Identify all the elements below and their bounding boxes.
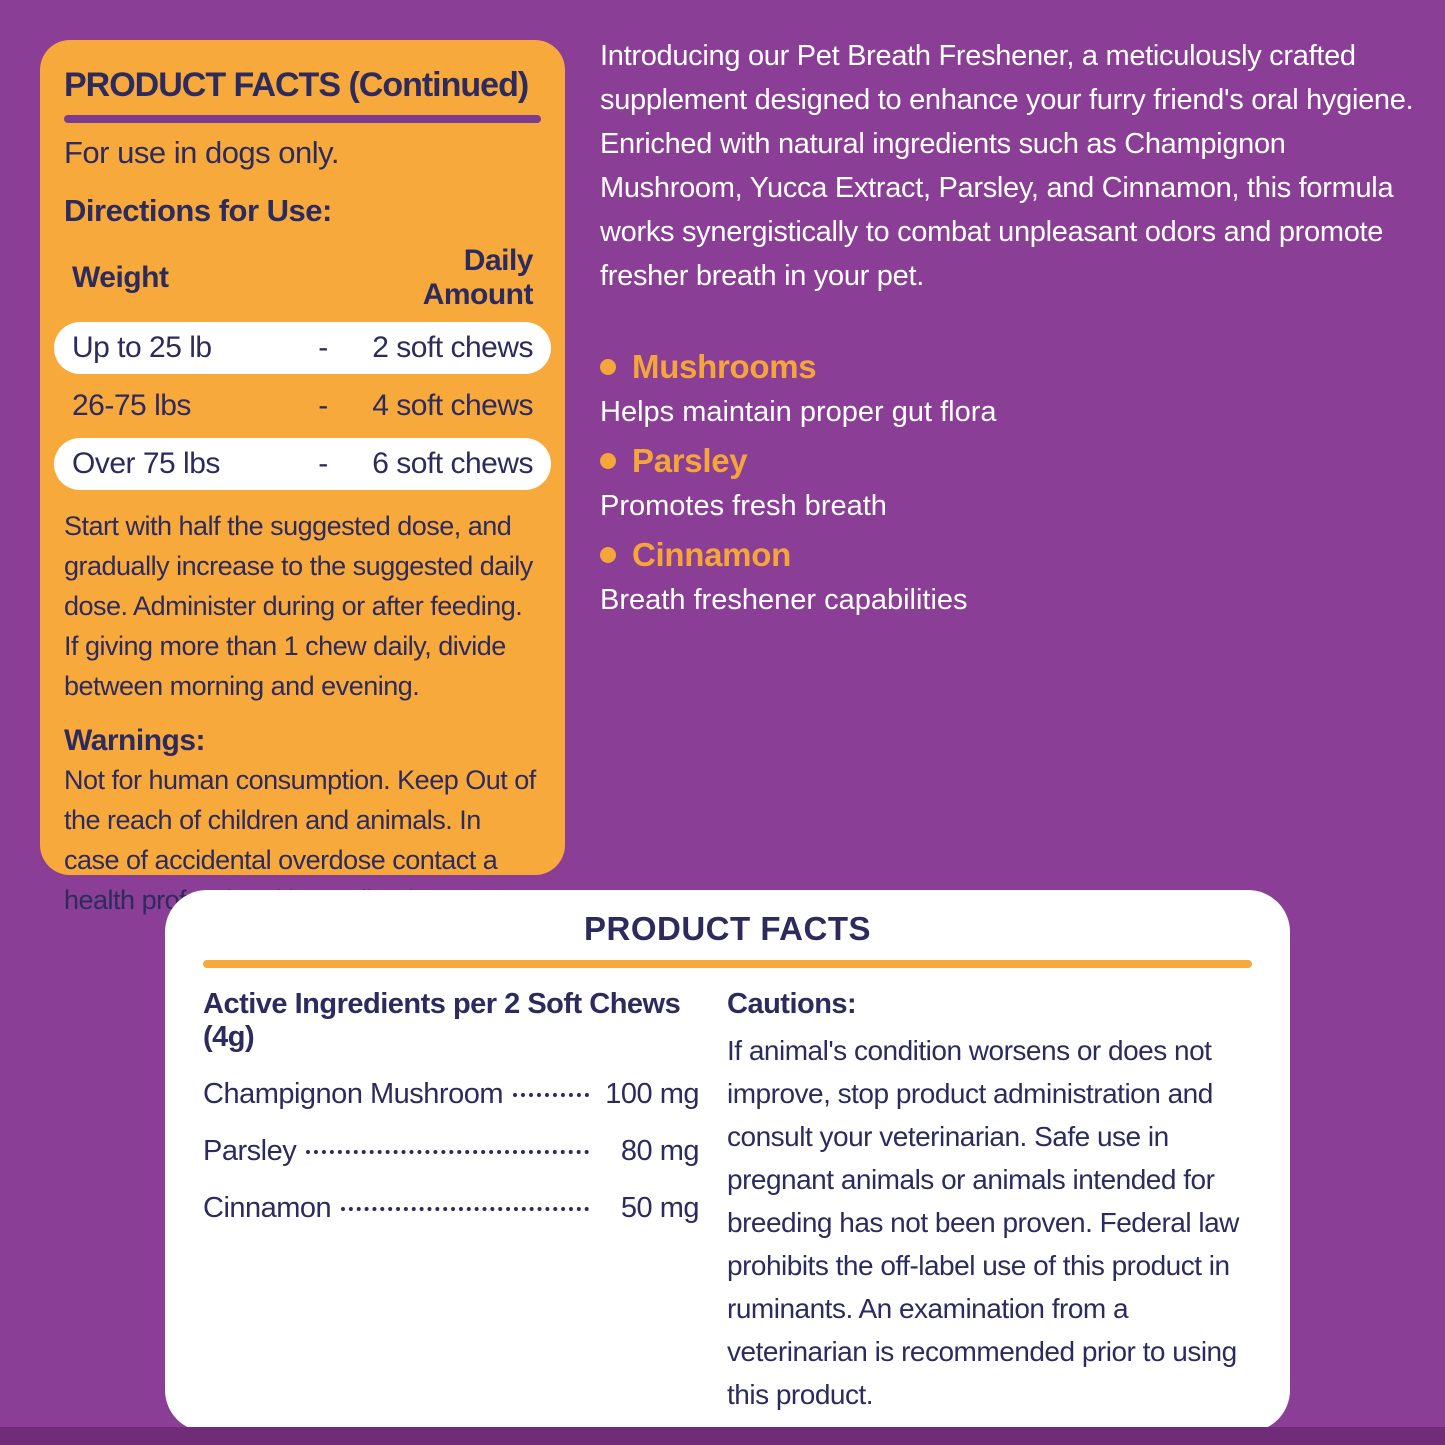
dotted-leader [306, 1150, 589, 1154]
ingredient-amount: 50 mg [620, 1192, 700, 1224]
cautions-title: Cautions: [727, 988, 857, 1020]
benefit-cinnamon: Cinnamon Breath freshener capabilities [600, 532, 1430, 622]
directions-title: Directions for Use: [64, 193, 332, 228]
dose-dash: - [318, 389, 328, 422]
benefit-heading: Cinnamon [600, 532, 1430, 578]
purple-divider [64, 115, 541, 123]
cautions-column: Cautions: If animal's condition worsens … [727, 988, 1252, 1416]
dosing-table-header: Weight Daily Amount [54, 239, 551, 322]
ingredient-amount: 80 mg [620, 1135, 700, 1167]
benefit-name: Parsley [632, 442, 748, 479]
ingredient-name: Champignon Mushroom [203, 1078, 503, 1110]
warnings-title: Warnings: [64, 724, 206, 757]
product-facts-panel: PRODUCT FACTS Active Ingredients per 2 S… [165, 890, 1290, 1440]
dosing-table: Weight Daily Amount Up to 25 lb - 2 soft… [54, 239, 551, 490]
active-ingredient-row: Cinnamon 50 mg [203, 1192, 700, 1225]
benefit-name: Mushrooms [632, 348, 817, 385]
bullet-icon [600, 359, 616, 375]
dose-weight: Over 75 lbs [72, 447, 220, 480]
benefit-mushrooms: Mushrooms Helps maintain proper gut flor… [600, 344, 1430, 434]
for-use-text: For use in dogs only. [64, 135, 339, 170]
benefits-list: Mushrooms Helps maintain proper gut flor… [600, 344, 1430, 622]
orange-divider-top [203, 960, 1252, 968]
benefit-description: Helps maintain proper gut flora [600, 396, 997, 428]
ingredient-name: Cinnamon [203, 1192, 332, 1224]
benefit-name: Cinnamon [632, 536, 791, 573]
dose-amount: 2 soft chews [372, 331, 533, 364]
dose-row-over-75: Over 75 lbs - 6 soft chews [54, 438, 551, 490]
dose-weight: 26-75 lbs [72, 389, 191, 422]
dose-amount: 4 soft chews [372, 389, 533, 422]
dose-dash: - [318, 447, 328, 480]
dose-row-26-75: 26-75 lbs - 4 soft chews [54, 380, 551, 432]
weight-column-header: Weight [72, 261, 169, 294]
daily-amount-column-header: Daily Amount [422, 244, 534, 311]
benefit-description: Promotes fresh breath [600, 490, 887, 522]
dose-row-up-to-25: Up to 25 lb - 2 soft chews [54, 322, 551, 374]
active-ingredient-row: Parsley 80 mg [203, 1135, 700, 1168]
dose-amount: 6 soft chews [372, 447, 533, 480]
facts-continued-title: PRODUCT FACTS (Continued) [64, 66, 529, 104]
product-facts-columns: Active Ingredients per 2 Soft Chews (4g)… [203, 988, 1252, 1416]
active-ingredient-row: Champignon Mushroom 100 mg [203, 1078, 700, 1111]
product-facts-title: PRODUCT FACTS [584, 910, 871, 947]
dose-dash: - [318, 331, 328, 364]
benefit-parsley: Parsley Promotes fresh breath [600, 438, 1430, 528]
bottom-edge-strip [0, 1427, 1445, 1445]
bullet-icon [600, 453, 616, 469]
ingredient-name: Parsley [203, 1135, 297, 1167]
active-ingredients-title: Active Ingredients per 2 Soft Chews (4g) [203, 988, 681, 1053]
bullet-icon [600, 547, 616, 563]
cautions-text: If animal's condition worsens or does no… [727, 1035, 1239, 1410]
product-facts-continued-panel: PRODUCT FACTS (Continued) For use in dog… [40, 40, 565, 915]
dose-weight: Up to 25 lb [72, 331, 212, 364]
ingredient-amount: 100 mg [605, 1078, 699, 1110]
benefit-description: Breath freshener capabilities [600, 584, 968, 616]
intro-section: Introducing our Pet Breath Freshener, a … [600, 34, 1430, 626]
active-ingredients-column: Active Ingredients per 2 Soft Chews (4g)… [203, 988, 700, 1416]
intro-paragraph: Introducing our Pet Breath Freshener, a … [600, 40, 1414, 292]
dotted-leader [341, 1207, 589, 1211]
dosing-note: Start with half the suggested dose, and … [64, 511, 533, 701]
dotted-leader [512, 1093, 589, 1097]
benefit-heading: Mushrooms [600, 344, 1430, 390]
benefit-heading: Parsley [600, 438, 1430, 484]
